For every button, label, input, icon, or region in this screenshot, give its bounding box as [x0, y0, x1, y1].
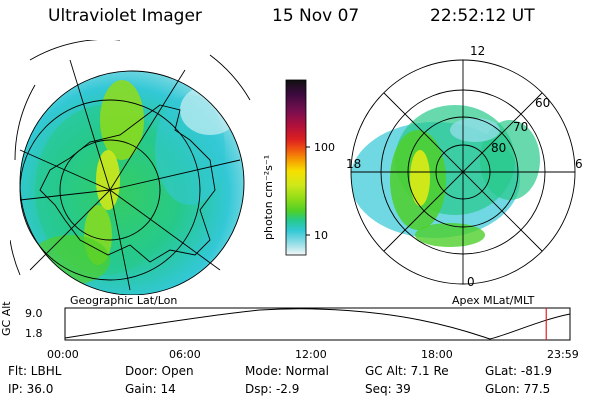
geographic-map: [10, 40, 251, 295]
colorbar: [285, 79, 310, 256]
mlat-label-70: 70: [513, 120, 529, 134]
date-label: 15 Nov 07: [272, 6, 360, 26]
mlat-label-60: 60: [535, 96, 551, 110]
mlat-mlt-grid: [350, 59, 576, 285]
geographic-grid: [10, 40, 251, 295]
glon-status: GLon: 77.5: [485, 382, 551, 396]
colorbar-unit-label: photon cm⁻²s⁻¹: [262, 154, 275, 240]
mlt-label-12: 12: [470, 44, 486, 58]
mlat-label-80: 80: [491, 141, 507, 155]
magnetic-aurora-image: [351, 105, 540, 247]
geographic-caption: Geographic Lat/Lon: [70, 294, 178, 307]
mode-status: Mode: Normal: [245, 364, 329, 378]
colorbar-tick-100: 100: [314, 141, 335, 154]
dsp-status: Dsp: -2.9: [245, 382, 300, 396]
timeline-ytick-min: 1.8: [25, 327, 43, 340]
timeline-xtick-1800: 18:00: [421, 348, 453, 361]
timeline-axis-label: GC Alt: [0, 301, 13, 336]
mlt-label-18: 18: [346, 157, 362, 171]
gc-alt-status: GC Alt: 7.1 Re: [365, 364, 449, 378]
ip-status: IP: 36.0: [8, 382, 54, 396]
gc-altitude-timeline: [64, 307, 571, 341]
mlt-label-6: 6: [575, 157, 583, 171]
timeline-xtick-1200: 12:00: [295, 348, 327, 361]
gain-status: Gain: 14: [125, 382, 176, 396]
filter-status: Flt: LBHL: [8, 364, 62, 378]
instrument-title: Ultraviolet Imager: [48, 6, 202, 26]
magnetic-polar-plot: [350, 59, 576, 285]
timeline-xtick-2359: 23:59: [547, 348, 579, 361]
magnetic-caption: Apex MLat/MLT: [452, 294, 535, 307]
antarctica-coastline: [39, 104, 216, 263]
timeline-ytick-max: 9.0: [25, 307, 43, 320]
altitude-curve: [64, 308, 571, 340]
geographic-aurora-image: [20, 71, 244, 295]
glat-status: GLat: -81.9: [485, 364, 552, 378]
timeline-xtick-0000: 00:00: [47, 348, 79, 361]
time-label: 22:52:12 UT: [430, 6, 535, 26]
colorbar-tick-10: 10: [314, 229, 328, 242]
seq-status: Seq: 39: [365, 382, 411, 396]
door-status: Door: Open: [125, 364, 194, 378]
timeline-xtick-0600: 06:00: [169, 348, 201, 361]
mlt-label-0: 0: [467, 275, 475, 289]
